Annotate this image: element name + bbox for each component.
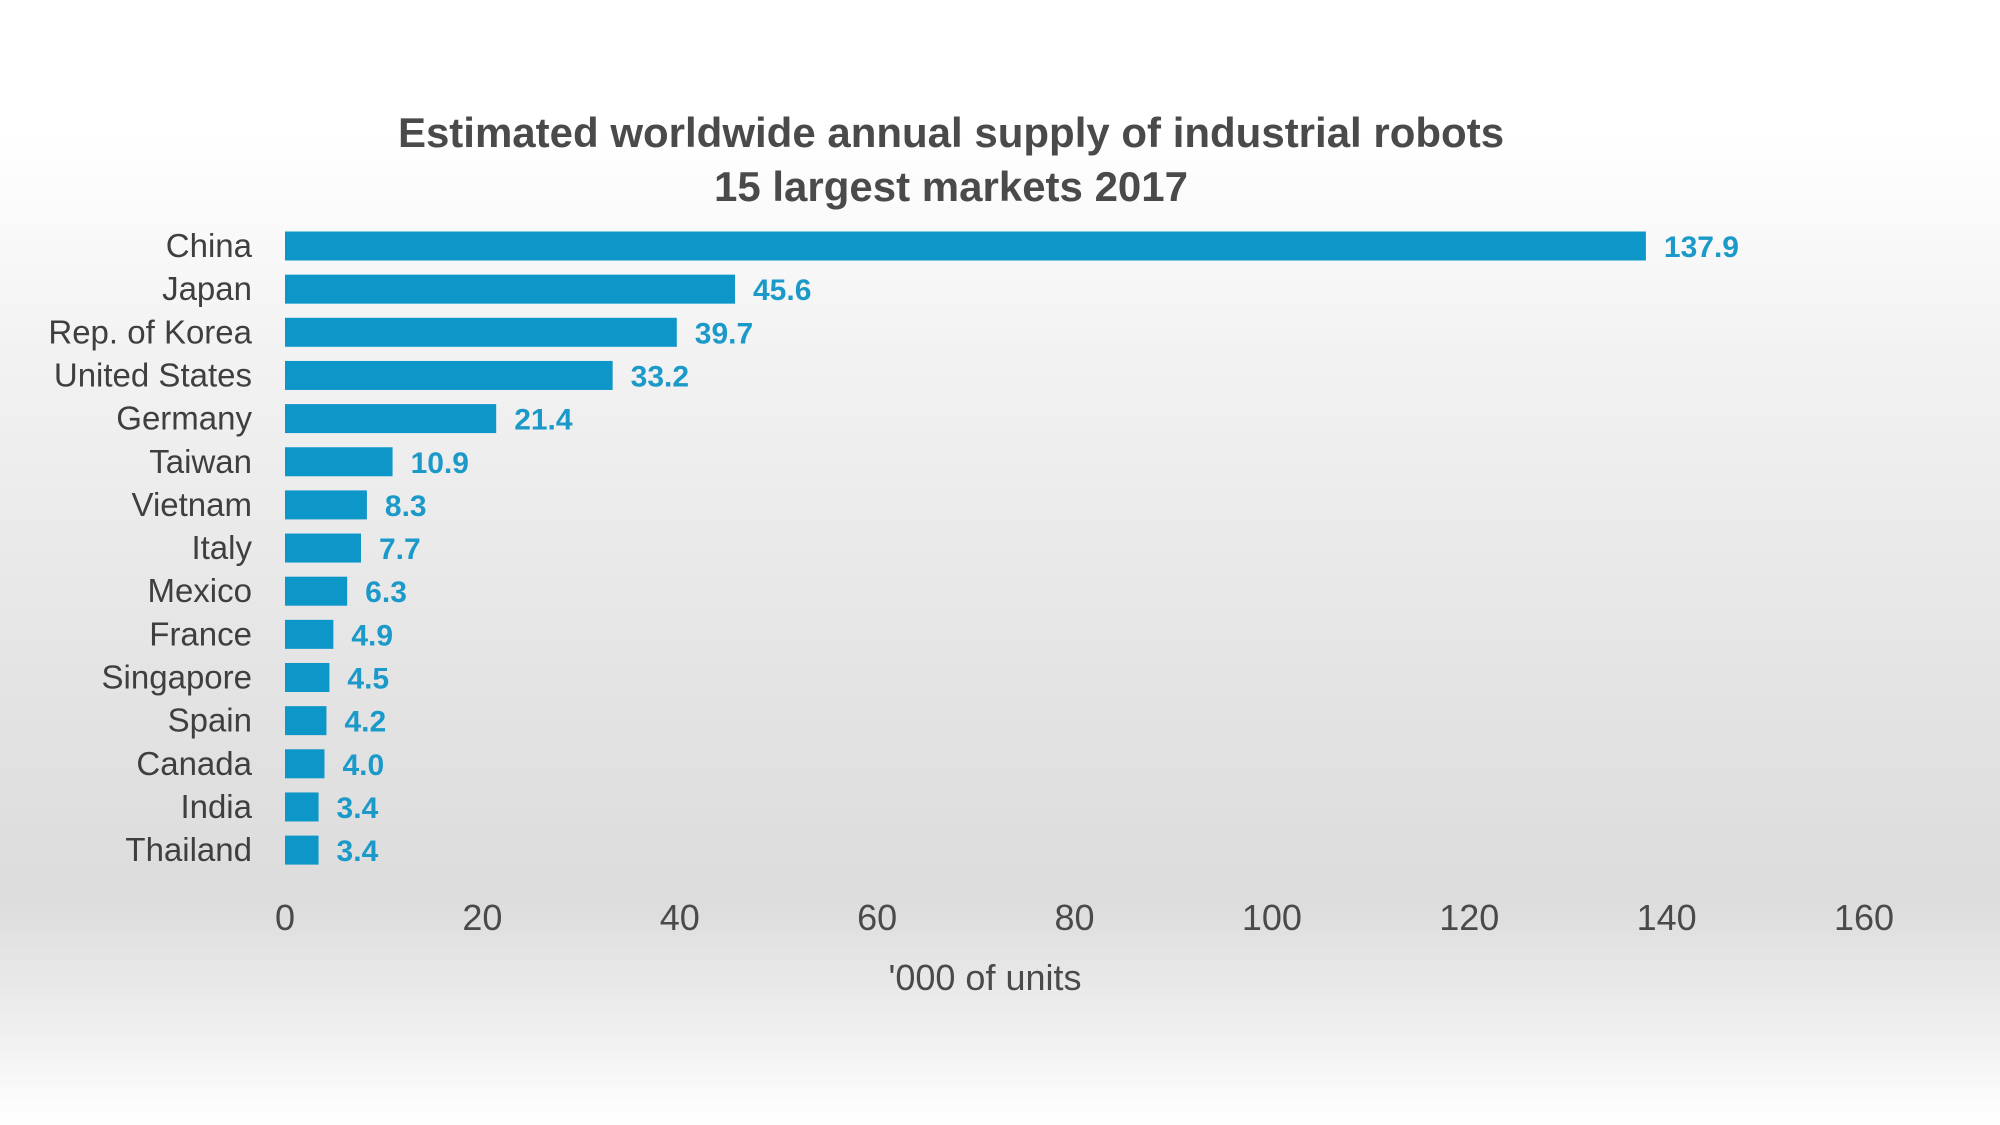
x-tick-label: 160 (1834, 897, 1894, 938)
bar (285, 447, 393, 477)
category-label: Canada (136, 745, 252, 782)
value-label: 45.6 (753, 274, 811, 307)
x-tick-label: 0 (275, 897, 295, 938)
bar (285, 360, 613, 390)
x-axis-ticks: 0 20 40 60 80 100 120 140 160 (275, 897, 1894, 938)
x-tick-label: 20 (462, 897, 502, 938)
x-tick-label: 100 (1242, 897, 1302, 938)
value-label: 4.5 (347, 663, 389, 696)
category-labels: China Japan Rep. of Korea United States Germ… (48, 227, 252, 868)
value-label: 8.3 (385, 490, 427, 523)
value-label: 3.4 (337, 792, 379, 825)
x-tick-label: 120 (1439, 897, 1499, 938)
category-label: Vietnam (132, 486, 252, 523)
value-label: 4.9 (351, 619, 393, 652)
x-tick-label: 80 (1054, 897, 1094, 938)
value-label: 3.4 (337, 835, 379, 868)
value-label: 33.2 (631, 360, 689, 393)
value-label: 4.0 (342, 749, 384, 782)
value-label: 21.4 (514, 404, 573, 437)
bar (285, 706, 327, 736)
category-label: Germany (116, 400, 252, 437)
value-label: 39.7 (695, 317, 753, 350)
x-axis-title: '000 of units (888, 957, 1081, 998)
category-label: Japan (162, 270, 252, 307)
x-tick-label: 140 (1637, 897, 1697, 938)
category-label: Spain (168, 702, 252, 739)
chart-title: Estimated worldwide annual supply of ind… (398, 109, 1504, 156)
value-label: 7.7 (379, 533, 421, 566)
value-labels: 137.9 45.639.733.2 21.4 10.9 8.3 7.7 6.3 4.9 4.5… (337, 231, 1739, 868)
category-label: Singapore (102, 659, 252, 696)
x-tick-label: 60 (857, 897, 897, 938)
category-label: France (149, 615, 252, 652)
category-label: China (166, 227, 253, 264)
category-label: United States (54, 356, 252, 393)
category-label: Taiwan (149, 443, 252, 480)
value-label: 10.9 (411, 447, 469, 480)
bar (285, 663, 330, 692)
bar (285, 404, 497, 434)
bars-group (285, 231, 1646, 865)
category-label: Thailand (125, 831, 252, 868)
x-tick-label: 40 (660, 897, 700, 938)
chart-subtitle: 15 largest markets 2017 (714, 163, 1188, 210)
value-label: 137.9 (1664, 231, 1739, 264)
bar (285, 231, 1646, 261)
bar (285, 792, 319, 822)
category-label: Mexico (147, 572, 252, 609)
bar (285, 317, 677, 347)
bar (285, 490, 367, 520)
category-label: Rep. of Korea (48, 313, 252, 350)
category-label: India (180, 788, 252, 825)
category-label: Italy (191, 529, 252, 566)
value-label: 4.2 (344, 706, 386, 739)
bar (285, 749, 325, 779)
value-label: 6.3 (365, 576, 407, 609)
bar (285, 576, 348, 606)
bar (285, 274, 736, 304)
bar (285, 619, 334, 649)
bar (285, 835, 319, 865)
bar (285, 533, 361, 563)
